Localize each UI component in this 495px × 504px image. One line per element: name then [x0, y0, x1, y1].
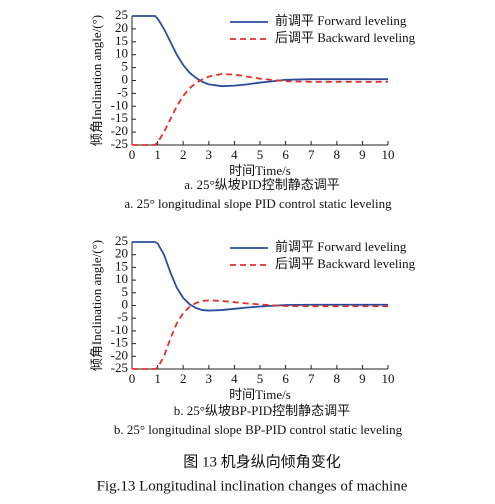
x-tick-label: 5	[257, 371, 264, 386]
x-tick-label: 8	[334, 371, 341, 386]
x-tick-label: 0	[129, 371, 136, 386]
y-tick-label: 25	[115, 7, 128, 22]
x-tick-label: 2	[180, 371, 187, 386]
y-tick-label: 5	[122, 59, 129, 74]
y-tick-label: -5	[117, 84, 128, 99]
x-tick-label: 10	[382, 147, 395, 162]
y-tick-label: 15	[115, 258, 128, 273]
y-tick-label: 15	[115, 33, 128, 48]
x-axis-label: 时间Time/s	[229, 163, 291, 178]
y-axis-label: 倾角Inclination angle/(°)	[89, 15, 104, 146]
x-tick-label: 1	[154, 371, 161, 386]
caption-en: b. 25° longitudinal slope BP-PID control…	[114, 422, 403, 437]
x-tick-label: 9	[359, 147, 366, 162]
x-tick-label: 6	[282, 371, 289, 386]
y-tick-label: 0	[122, 296, 129, 311]
x-tick-label: 7	[308, 147, 315, 162]
y-axis-label: 倾角Inclination angle/(°)	[89, 240, 104, 371]
figure-caption-cn: 图 13 机身纵向倾角变化	[183, 453, 341, 470]
y-tick-label: 5	[122, 284, 129, 299]
y-tick-label: -25	[111, 360, 128, 375]
y-tick-label: 10	[115, 46, 128, 61]
x-tick-label: 10	[382, 371, 395, 386]
x-tick-label: 8	[334, 147, 341, 162]
x-tick-label: 6	[282, 147, 289, 162]
y-tick-label: 25	[115, 233, 128, 248]
x-tick-label: 0	[129, 147, 136, 162]
figure-caption-en: Fig.13 Longitudinal inclination changes …	[97, 478, 408, 494]
y-tick-label: 0	[122, 71, 129, 86]
x-tick-label: 9	[359, 371, 366, 386]
y-tick-label: -25	[111, 136, 128, 151]
x-tick-label: 1	[154, 147, 161, 162]
y-tick-label: -20	[111, 123, 128, 138]
caption-cn: a. 25°纵坡PID控制静态调平	[184, 177, 339, 192]
x-tick-label: 4	[231, 371, 238, 386]
y-tick-label: -5	[117, 309, 128, 324]
caption-cn: b. 25°纵坡BP-PID控制静态调平	[174, 403, 350, 418]
y-tick-label: -10	[111, 322, 128, 337]
y-tick-label: -10	[111, 97, 128, 112]
legend-label: 后调平 Backward leveling	[275, 256, 416, 271]
y-tick-label: -20	[111, 347, 128, 362]
y-tick-label: -15	[111, 335, 128, 350]
y-tick-label: 20	[115, 246, 128, 261]
legend-label: 前调平 Forward leveling	[275, 13, 407, 28]
series-line	[132, 15, 388, 88]
legend-label: 前调平 Forward leveling	[275, 239, 407, 254]
y-tick-label: -15	[111, 110, 128, 125]
legend-label: 后调平 Backward leveling	[275, 30, 416, 45]
x-tick-label: 4	[231, 147, 238, 162]
x-tick-label: 3	[206, 147, 213, 162]
y-tick-label: 20	[115, 20, 128, 35]
x-tick-label: 3	[206, 371, 213, 386]
x-tick-label: 2	[180, 147, 187, 162]
x-tick-label: 5	[257, 147, 264, 162]
series-line	[132, 299, 388, 370]
y-tick-label: 10	[115, 271, 128, 286]
caption-en: a. 25° longitudinal slope PID control st…	[124, 196, 392, 211]
x-tick-label: 7	[308, 371, 315, 386]
series-line	[132, 241, 388, 312]
series-line	[132, 73, 388, 146]
x-axis-label: 时间Time/s	[229, 387, 291, 402]
